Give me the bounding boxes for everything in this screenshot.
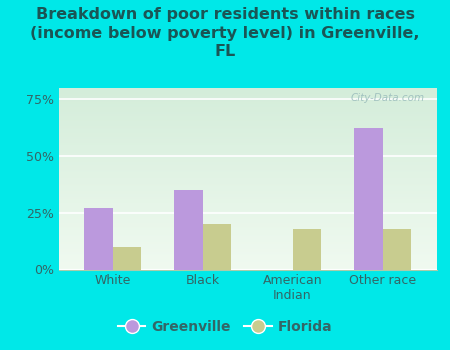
- Legend: Greenville, Florida: Greenville, Florida: [112, 314, 338, 340]
- Bar: [112, 247, 141, 270]
- Bar: [202, 224, 231, 270]
- Text: City-Data.com: City-Data.com: [351, 93, 425, 103]
- Bar: [292, 229, 321, 270]
- Bar: [84, 208, 112, 270]
- Text: Breakdown of poor residents within races
(income below poverty level) in Greenvi: Breakdown of poor residents within races…: [30, 7, 420, 59]
- Bar: [174, 190, 203, 270]
- Bar: [354, 128, 382, 270]
- Bar: [382, 229, 411, 270]
